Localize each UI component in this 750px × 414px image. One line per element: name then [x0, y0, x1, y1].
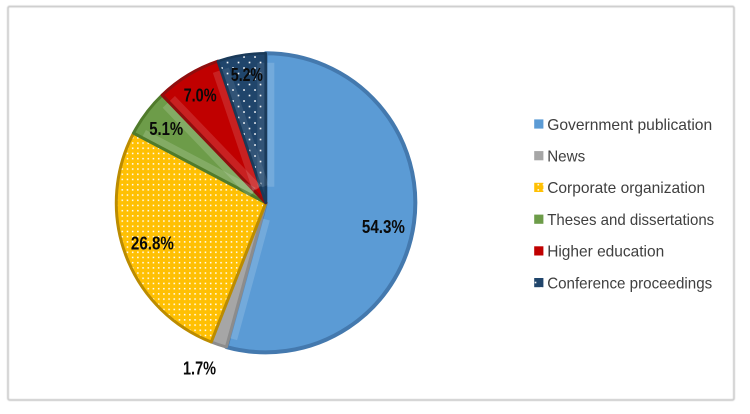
svg-text:1.7%: 1.7% — [183, 359, 216, 379]
svg-text:Corporate organization: Corporate organization — [547, 180, 705, 197]
svg-text:7.0%: 7.0% — [184, 86, 217, 106]
svg-text:26.8%: 26.8% — [131, 234, 174, 254]
svg-text:Conference proceedings: Conference proceedings — [547, 275, 712, 292]
svg-text:News: News — [547, 149, 585, 166]
svg-text:Theses and dissertations: Theses and dissertations — [547, 212, 714, 229]
svg-text:Higher education: Higher education — [547, 244, 664, 261]
svg-text:Government publication: Government publication — [547, 117, 712, 134]
svg-text:54.3%: 54.3% — [362, 217, 405, 237]
svg-text:5.1%: 5.1% — [149, 119, 183, 139]
svg-text:5.2%: 5.2% — [231, 65, 263, 85]
